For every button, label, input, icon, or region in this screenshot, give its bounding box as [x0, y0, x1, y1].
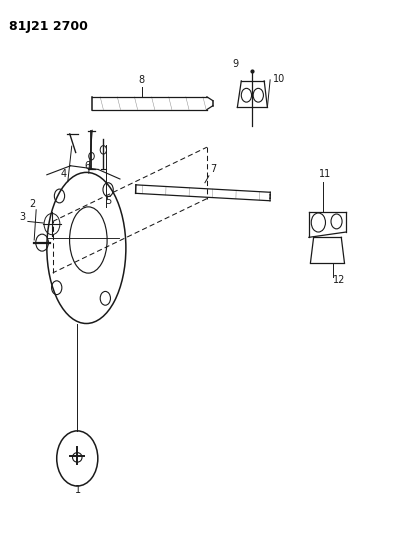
Text: 9: 9 [232, 59, 238, 69]
Text: 12: 12 [333, 276, 345, 286]
Text: 3: 3 [19, 212, 25, 222]
Text: 81J21 2700: 81J21 2700 [9, 20, 88, 33]
Text: 4: 4 [61, 169, 67, 180]
Text: 2: 2 [29, 199, 35, 209]
Text: 11: 11 [319, 169, 332, 180]
Text: 1: 1 [75, 485, 82, 495]
Text: 5: 5 [105, 196, 111, 206]
Text: 7: 7 [210, 164, 216, 174]
Text: 8: 8 [139, 75, 145, 85]
Text: 6: 6 [84, 161, 91, 171]
Text: 10: 10 [273, 74, 285, 84]
